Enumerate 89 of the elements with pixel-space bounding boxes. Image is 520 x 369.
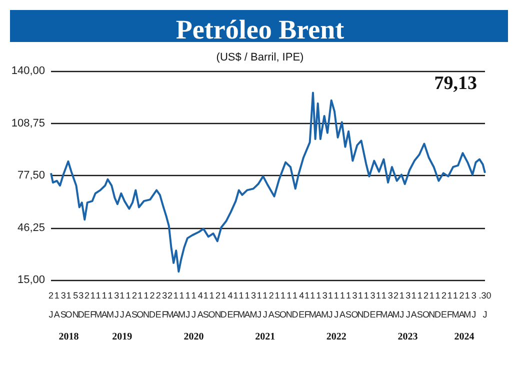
y-tick-label: 46,25 [17,222,45,234]
x-tick-label: 4 A [197,290,204,320]
x-tick-label: 4 E [227,290,234,320]
x-tick-label: 1 O [208,290,216,320]
x-tick-label: 1 F [304,290,310,320]
x-tick-label: 2 E [440,290,447,320]
x-tick-label: 1 A [316,290,322,320]
x-tick-label: 5 N [72,290,79,320]
x-tick-label: 2 A [458,290,465,320]
x-tick-label: 1 O [136,290,144,320]
x-tick-label: 1 S [346,290,352,320]
x-tick-label: 3 E [370,290,376,320]
x-tick-label: 1 M [106,290,114,320]
x-tick-label: 1 J [334,290,339,320]
x-tick-label: 1 N [286,290,292,320]
x-tick-label: 1 A [125,290,132,320]
x-tick-label: 3 M [250,290,258,320]
x-tick-label: 3 F [162,290,168,320]
x-tick-label: 1 D [220,290,228,320]
x-tick-label: 3 S [60,290,66,320]
x-tick-label: 1 J [262,290,268,320]
x2-tick-label: 2024 [454,332,474,342]
x2-tick-label: 2018 [58,332,79,342]
y-tick-label: 77,50 [17,170,45,182]
x-tick-label: 1 M [452,290,460,320]
x-tick-label: 1 S [416,290,423,320]
x-tick-label: 1 D [434,290,442,320]
x-tick-label: 1 O [65,290,72,320]
x-tick-label: 3 D [78,290,85,320]
x-tick-label: 1 D [363,290,370,320]
x-tick-label: 1 J [328,290,334,320]
x2-tick-label: 2020 [184,332,204,342]
x-tick-label: 3 O [351,290,358,320]
x-tick-label: 1 M [464,290,472,320]
x-tick-label: 1 S [274,290,280,320]
y-tick-label: 108,75 [11,117,45,130]
x-tick-label: 2 E [155,290,162,320]
chart-title: Petróleo Brent [176,14,344,44]
x-tick-label: 1 F [232,290,239,320]
x-tick-label: 3 A [387,290,394,320]
x-tick-label: 3 J [406,290,411,320]
x-tick-label: 2 M [392,290,400,320]
x-tick-label: 2 N [214,290,222,320]
annotation: 79,13 [434,73,477,94]
x-tick-label: 1 O [280,290,287,320]
x-tick-label: 1 M [94,290,102,320]
x-tick-label: 1 F [376,290,382,320]
x-tick-label: 1 J [399,290,404,320]
x-tick-label: 1 M [237,290,245,320]
x2-tick-label: 2021 [255,332,276,342]
x-tick-label: 1 M [178,290,186,320]
x-tick-label: 1 A [101,290,108,320]
x-tick-label: 1 J [191,290,196,320]
x-tick-label: 3 M [321,290,329,320]
x-tick-label: 1 M [380,290,388,320]
x2-tick-label: 2023 [398,332,418,342]
y-tick-label: 140,00 [11,65,45,77]
x-tick-label: 1 D [292,290,299,320]
x-tick-label: 1 N [428,290,436,320]
x-tick-label: 1 A [172,290,179,320]
x-tick-label: 1 M [308,290,316,320]
x-tick-label: 4 E [298,290,305,320]
x-tick-label: 1 J [256,290,262,320]
x-tick-label: 1 J [120,290,125,320]
y-tick-label: 15,00 [17,274,45,286]
x-tick-label: 3 J [114,290,120,320]
x-tick-label: 2 D [149,290,156,320]
line-series [50,92,486,273]
x2-tick-label: 2022 [326,332,346,342]
x-tick-label: 1 N [357,290,364,320]
x-tick-label: 1 J [185,290,190,320]
x-tick-label: 1 F [90,290,96,320]
x-tick-label: 3 J [471,290,476,320]
x-tick-label: 2 S [131,290,138,320]
x-tick-label: 1 A [54,290,60,320]
x2-tick-label: 2019 [112,332,132,342]
x-tick-label: 1 A [339,290,346,320]
x-tick-label: 1 N [142,290,150,320]
x-tick-label: 2 J [48,290,54,320]
x-tick-label: 1 A [410,290,417,320]
x-tick-label: 1 A [244,290,250,320]
x-tick-label: 2 A [268,290,274,320]
x-tick-label: 2 M [166,290,174,320]
x-tick-label: 2 E [84,290,90,320]
chart-subtitle: (US$ / Barril, IPE) [216,52,304,64]
x-tick-label: .30 J [478,290,492,320]
x-tick-label: 1 S [202,290,209,320]
x-tick-label: 1 F [447,290,454,320]
x-tick-label: 2 O [422,290,430,320]
